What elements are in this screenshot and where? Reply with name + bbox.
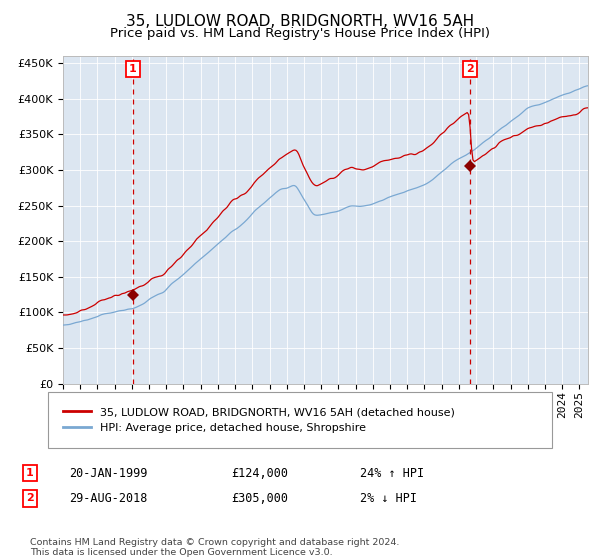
- Text: 2% ↓ HPI: 2% ↓ HPI: [360, 492, 417, 505]
- Text: 24% ↑ HPI: 24% ↑ HPI: [360, 466, 424, 480]
- Text: 2: 2: [26, 493, 34, 503]
- Text: 2: 2: [466, 64, 474, 74]
- Text: 1: 1: [129, 64, 137, 74]
- Text: 35, LUDLOW ROAD, BRIDGNORTH, WV16 5AH: 35, LUDLOW ROAD, BRIDGNORTH, WV16 5AH: [126, 14, 474, 29]
- Text: Contains HM Land Registry data © Crown copyright and database right 2024.
This d: Contains HM Land Registry data © Crown c…: [30, 538, 400, 557]
- Text: 20-JAN-1999: 20-JAN-1999: [69, 466, 148, 480]
- Text: £124,000: £124,000: [231, 466, 288, 480]
- Legend: 35, LUDLOW ROAD, BRIDGNORTH, WV16 5AH (detached house), HPI: Average price, deta: 35, LUDLOW ROAD, BRIDGNORTH, WV16 5AH (d…: [59, 403, 459, 437]
- Text: 29-AUG-2018: 29-AUG-2018: [69, 492, 148, 505]
- Text: Price paid vs. HM Land Registry's House Price Index (HPI): Price paid vs. HM Land Registry's House …: [110, 27, 490, 40]
- Text: 1: 1: [26, 468, 34, 478]
- Text: £305,000: £305,000: [231, 492, 288, 505]
- FancyBboxPatch shape: [48, 392, 552, 448]
